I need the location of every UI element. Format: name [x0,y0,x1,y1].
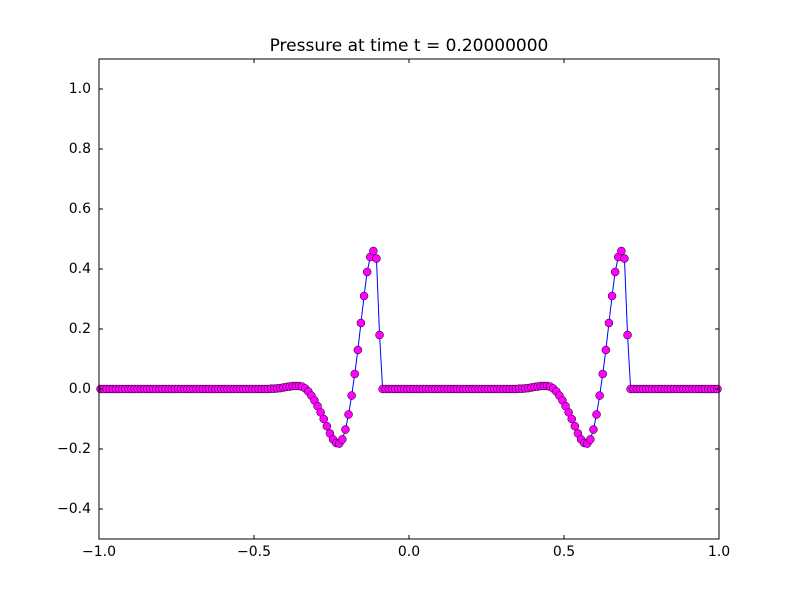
data-point [601,345,611,355]
data-point [570,421,580,431]
y-tick-label: 0.0 [69,381,91,397]
data-point [369,246,378,256]
y-tick-label: 0.2 [69,321,91,337]
data-point [589,425,598,434]
x-tick-label: −1.0 [82,544,116,560]
data-point [359,291,369,301]
data-point [319,414,328,424]
data-point [356,318,366,328]
data-point [322,421,332,431]
data-point [595,391,604,400]
data-point [353,345,363,355]
x-tick-label: 0.5 [553,544,575,560]
data-point [347,391,356,400]
y-tick-label: 0.8 [69,141,91,157]
data-point [567,414,576,424]
data-point [592,410,601,419]
data-point [350,369,359,379]
y-tick-label: 0.4 [69,261,91,277]
data-point [610,267,620,277]
y-tick-label: −0.2 [57,441,91,457]
data-point [372,254,381,263]
y-tick-label: 0.6 [69,201,91,217]
data-point [338,435,347,444]
data-point [617,246,626,256]
data-point [344,410,353,419]
data-point [607,291,617,301]
data-point [375,330,384,340]
data-point [341,425,350,434]
data-point [586,435,595,444]
data-point [620,254,629,263]
x-tick-label: 0.0 [398,544,420,560]
y-tick-label: −0.4 [57,501,91,517]
data-point [604,318,614,328]
x-tick-label: 1.0 [708,544,730,560]
data-point [362,267,372,277]
data-point [598,369,607,379]
y-tick-label: 1.0 [69,81,91,97]
chart-title: Pressure at time t = 0.20000000 [270,36,549,56]
x-tick-label: −0.5 [237,544,271,560]
data-point [623,330,632,340]
